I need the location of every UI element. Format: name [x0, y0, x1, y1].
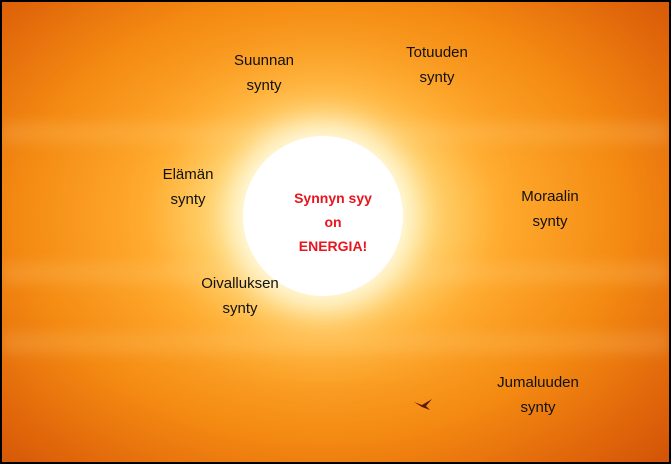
label-line: synty [497, 395, 579, 420]
label-line: synty [201, 296, 279, 321]
label-line: Oivalluksen [201, 271, 279, 296]
label-line: Moraalin [521, 184, 579, 209]
label-line: synty [406, 65, 468, 90]
label-line: Totuuden [406, 40, 468, 65]
bird [412, 396, 436, 412]
label: Suunnan synty [234, 48, 294, 98]
center-line: ENERGIA! [294, 234, 372, 258]
center-line: on [294, 210, 372, 234]
cloud-band [2, 332, 669, 354]
label-line: Elämän [163, 162, 214, 187]
slide: Suunnan synty Totuuden synty Elämän synt… [0, 0, 671, 464]
label: Moraalin synty [521, 184, 579, 234]
label: Jumaluuden synty [497, 370, 579, 420]
label-line: Jumaluuden [497, 370, 579, 395]
center-text: Synnyn syy on ENERGIA! [294, 186, 372, 258]
label: Totuuden synty [406, 40, 468, 90]
center-line: Synnyn syy [294, 186, 372, 210]
label: Elämän synty [163, 162, 214, 212]
label: Oivalluksen synty [201, 271, 279, 321]
label-line: synty [163, 187, 214, 212]
label-line: synty [521, 209, 579, 234]
label-line: synty [234, 73, 294, 98]
label-line: Suunnan [234, 48, 294, 73]
